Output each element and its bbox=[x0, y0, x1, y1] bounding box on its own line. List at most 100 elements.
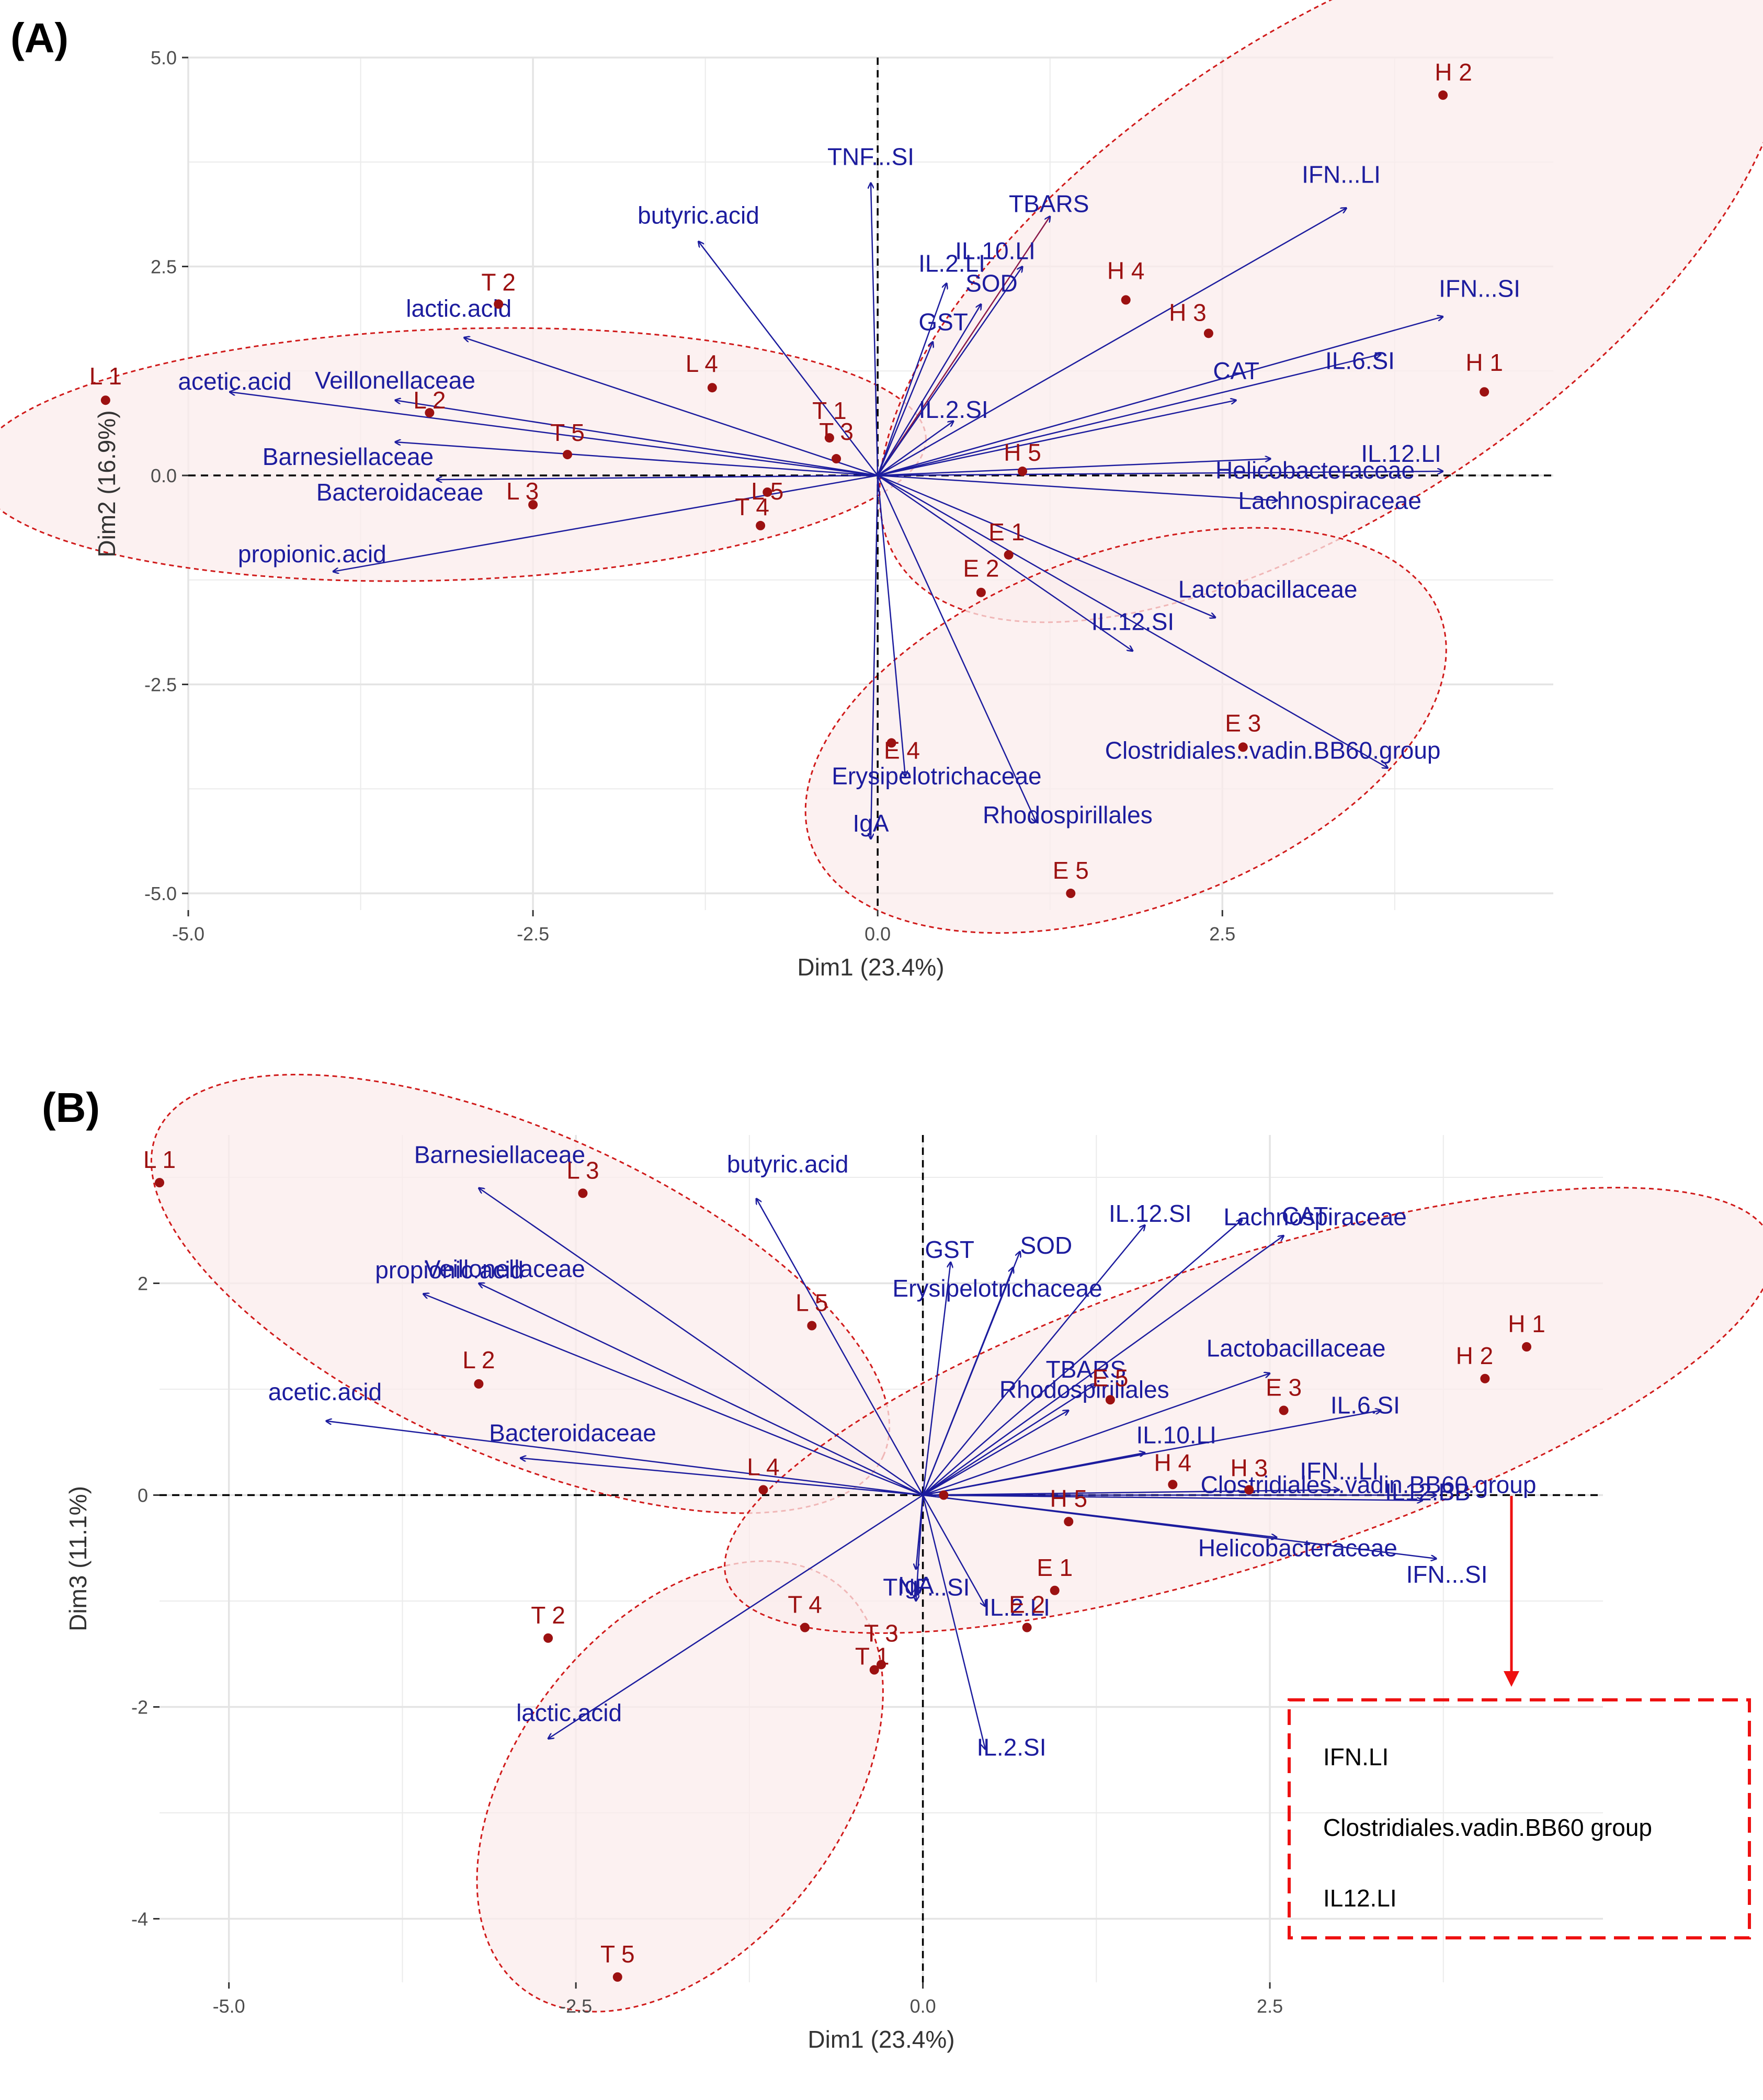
individual-label: L 4 bbox=[747, 1453, 779, 1480]
individual-label: H 1 bbox=[1508, 1310, 1545, 1337]
variable-arrow bbox=[922, 1494, 985, 1607]
variable-label: IL.12.SI bbox=[1109, 1200, 1192, 1227]
x-axis-title: Dim1 (23.4%) bbox=[797, 953, 944, 981]
variable-arrow bbox=[878, 474, 1278, 501]
individual-label: E 2 bbox=[963, 555, 999, 582]
variable-arrow bbox=[922, 1225, 1145, 1496]
x-tick-label: 2.5 bbox=[1209, 923, 1235, 945]
variable-arrow bbox=[756, 1199, 924, 1496]
variable-label: butyric.acid bbox=[727, 1151, 849, 1178]
variable-label: acetic.acid bbox=[268, 1378, 382, 1405]
y-tick-label: 0.0 bbox=[151, 465, 177, 486]
individual-point bbox=[832, 454, 841, 464]
annotation-item: IL12.LI bbox=[1323, 1885, 1397, 1912]
variable-arrow bbox=[423, 1294, 924, 1496]
individual-label: H 4 bbox=[1107, 257, 1145, 284]
variable-label: TBARS bbox=[1009, 190, 1089, 218]
variable-arrow bbox=[877, 283, 947, 476]
variable-arrow bbox=[923, 1373, 1270, 1496]
variable-arrow bbox=[878, 471, 1443, 476]
variable-arrow bbox=[922, 1262, 951, 1495]
variable-label: IL.12.LI bbox=[1361, 440, 1441, 467]
individual-label: T 2 bbox=[481, 268, 516, 296]
individual-point bbox=[800, 1622, 810, 1632]
individual-label: T 2 bbox=[531, 1602, 565, 1629]
individual-point bbox=[425, 408, 435, 418]
variable-label: propionic.acid bbox=[375, 1256, 524, 1284]
individual-point bbox=[1238, 742, 1248, 752]
individual-point bbox=[155, 1178, 164, 1188]
individual-point bbox=[1004, 550, 1014, 560]
variable-arrow bbox=[923, 1494, 1437, 1559]
individual-label: L 1 bbox=[143, 1146, 176, 1173]
variable-arrow bbox=[698, 242, 879, 476]
individual-point bbox=[612, 1972, 622, 1982]
individual-label: T 4 bbox=[788, 1591, 822, 1618]
individual-label: H 4 bbox=[1154, 1449, 1192, 1476]
y-tick-label: -4 bbox=[131, 1909, 148, 1930]
annotation-item: Clostridiales.vadin.BB60 group bbox=[1323, 1814, 1652, 1841]
individual-label: L 3 bbox=[566, 1156, 599, 1184]
individual-point bbox=[1480, 1373, 1490, 1383]
individual-point bbox=[1279, 1405, 1289, 1415]
individual-label: L 5 bbox=[795, 1289, 828, 1316]
x-axis-title: Dim1 (23.4%) bbox=[807, 2026, 954, 2053]
variable-label: lactic.acid bbox=[406, 294, 511, 322]
individual-point bbox=[1480, 387, 1489, 397]
individual-label: T 1 bbox=[812, 397, 847, 424]
x-tick-label: 0.0 bbox=[865, 923, 891, 945]
individual-point bbox=[1438, 90, 1448, 100]
individual-point bbox=[1203, 328, 1213, 338]
x-tick-label: 0.0 bbox=[910, 1995, 936, 2017]
variable-label: IL.2.SI bbox=[977, 1734, 1047, 1761]
variable-label: Erysipelotrichaceae bbox=[832, 762, 1041, 789]
variable-arrow bbox=[871, 183, 879, 476]
variable-label: Veillonellaceae bbox=[425, 1255, 585, 1282]
variable-arrow bbox=[922, 1411, 1069, 1496]
individual-point bbox=[528, 500, 538, 509]
individual-point bbox=[1522, 1342, 1532, 1352]
individual-label: T 3 bbox=[819, 418, 854, 445]
individual-point bbox=[1018, 467, 1027, 476]
variable-label: acetic.acid bbox=[178, 368, 291, 395]
y-tick-label: -2.5 bbox=[144, 674, 177, 696]
individual-point bbox=[563, 450, 572, 460]
variable-arrow bbox=[479, 1188, 924, 1496]
panel-b-biplot: -5.0 -2.5 0.0 2.5 2 0 -2 -4 Dim1 (23.4%) Dim3 (11… bbox=[64, 1074, 1763, 2053]
individual-label: E 3 bbox=[1225, 709, 1261, 736]
y-tick-label: 0 bbox=[138, 1485, 148, 1506]
variable-arrow bbox=[395, 442, 878, 476]
variable-label: TNF...SI bbox=[883, 1573, 970, 1600]
individual-label: E 5 bbox=[1092, 1364, 1128, 1391]
individual-label: T 5 bbox=[550, 419, 585, 446]
variable-arrow bbox=[877, 421, 953, 476]
variable-arrow bbox=[548, 1494, 924, 1739]
variable-arrow bbox=[877, 400, 1236, 476]
variable-label: IL.6.SI bbox=[1325, 347, 1395, 374]
variable-label: Clostridiales..vadin.BB60.group bbox=[1105, 736, 1441, 764]
individual-label: H 3 bbox=[1230, 1454, 1268, 1481]
individual-point bbox=[1066, 889, 1076, 899]
variable-label: Helicobacteraceae bbox=[1198, 1535, 1397, 1562]
variable-label: CAT bbox=[1282, 1202, 1328, 1229]
individual-label: H 5 bbox=[1050, 1485, 1087, 1512]
individual-label: T 4 bbox=[735, 493, 769, 520]
variable-label: Bacteroidaceae bbox=[316, 479, 484, 506]
variable-arrow bbox=[479, 1284, 924, 1496]
variable-arrow bbox=[520, 1458, 923, 1496]
y-tick-label: -5.0 bbox=[144, 883, 177, 904]
variable-arrow bbox=[922, 1267, 1014, 1495]
variable-arrow bbox=[395, 400, 878, 476]
individual-label: H 2 bbox=[1456, 1342, 1494, 1369]
y-tick-label: 2 bbox=[138, 1273, 148, 1295]
variable-label: IL.2.LI bbox=[918, 249, 985, 277]
x-tick-label: -2.5 bbox=[517, 923, 549, 945]
variable-label: Barnesiellaceae bbox=[263, 443, 434, 470]
x-tick-label: -2.5 bbox=[560, 1995, 592, 2017]
variable-label: propionic.acid bbox=[238, 540, 386, 567]
individual-point bbox=[758, 1485, 768, 1495]
variable-arrow bbox=[922, 1220, 1242, 1496]
panel-a-biplot: -5.0 -2.5 0.0 2.5 5.0 2.5 0.0 -2.5 -5.0 Dim1 (23.… bbox=[0, 0, 1763, 981]
variable-label: Rhodospirillales bbox=[983, 801, 1153, 828]
